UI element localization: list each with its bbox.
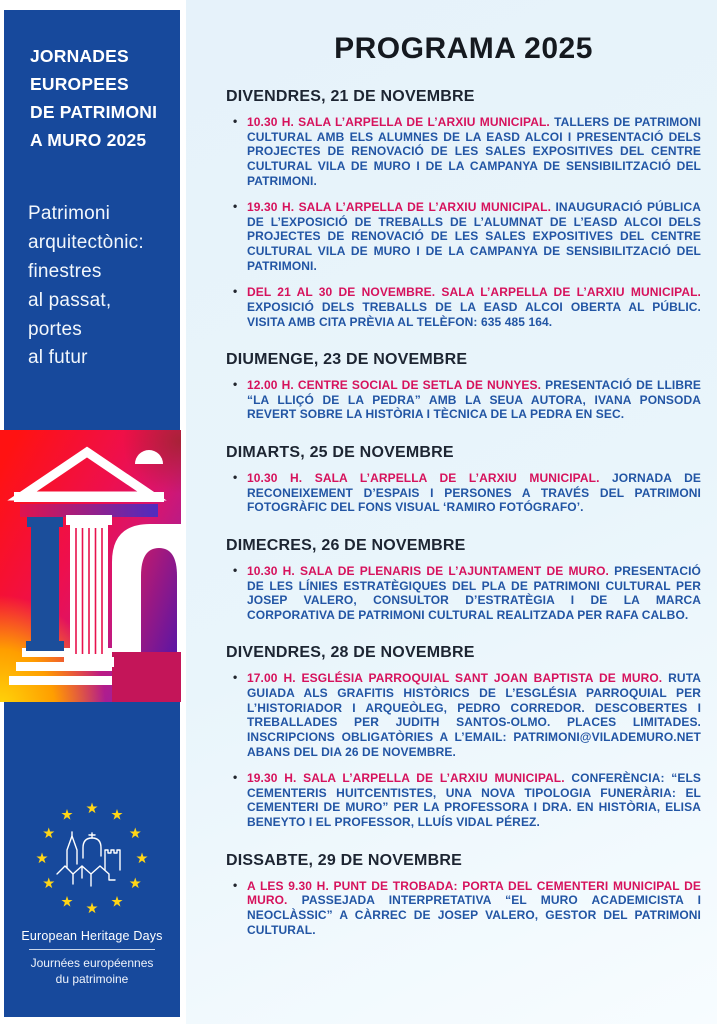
logo-divider bbox=[29, 949, 155, 950]
day-header: DIVENDRES, 28 DE NOVEMBRE bbox=[226, 644, 475, 662]
bullet-icon: • bbox=[233, 114, 238, 128]
bullet-icon: • bbox=[233, 284, 238, 299]
event-item: • 10.30 H. SALA DE PLENARIS DE L’AJUNTAME… bbox=[226, 562, 701, 623]
eu-star-icon: ★ bbox=[60, 894, 74, 911]
pediment-shape bbox=[7, 446, 167, 501]
step-bottom bbox=[9, 676, 112, 685]
eu-star-icon: ★ bbox=[110, 894, 124, 911]
eu-star-icon: ★ bbox=[42, 876, 56, 892]
event-description: PRESENTACIÓ DE LES LÍNIES ESTRATÈGIQUES … bbox=[247, 563, 701, 622]
eu-star-icon: ★ bbox=[128, 826, 142, 842]
bullet-icon: • bbox=[233, 877, 238, 892]
bullet-icon: • bbox=[233, 670, 238, 685]
day-header: DISSABTE, 29 DE NOVEMBRE bbox=[226, 851, 462, 869]
eu-star-icon: ★ bbox=[85, 801, 99, 817]
sidebar-subtitle: Patrimoni arquitectònic: finestres al pa… bbox=[28, 203, 144, 369]
bullet-icon: • bbox=[233, 770, 238, 785]
event-time-place: 19.30 H. SALA L’ARPELLA DE L’ARXIU MUNIC… bbox=[247, 200, 552, 215]
day-header: DIUMENGE, 23 DE NOVEMBRE bbox=[226, 351, 468, 369]
eu-star-ring: ★ ★ ★ ★ ★ ★ ★ ★ ★ ★ ★ ★ bbox=[30, 797, 154, 921]
event-item: • 10.30 H. SALA L’ARPELLA DE L’ARXIU MUNI… bbox=[226, 470, 701, 515]
eu-star-icon: ★ bbox=[85, 901, 99, 917]
event-time-place: 17.00 H. ESGLÉSIA PARROQUIAL SANT JOAN B… bbox=[247, 671, 663, 686]
pediment-base bbox=[14, 492, 164, 502]
sun-semicircle bbox=[135, 450, 163, 464]
event-item: • 19.30 H. SALA L’ARPELLA DE L’ARXIU MUNI… bbox=[226, 770, 701, 830]
heritage-skyline-icon bbox=[56, 831, 121, 887]
event-item: • 12.00 H. CENTRE SOCIAL DE SETLA DE NUNY… bbox=[226, 377, 701, 422]
column-blue bbox=[26, 517, 64, 651]
arch-opening bbox=[141, 548, 177, 652]
event-description: CONFERÈNCIA: “ELS CEMENTERIS HUITCENTIST… bbox=[247, 771, 701, 829]
event-time-place: 10.30 H. SALA L’ARPELLA DE L’ARXIU MUNIC… bbox=[247, 471, 600, 485]
event-item: • 10.30 H. SALA L’ARPELLA DE L’ARXIU MUNI… bbox=[226, 114, 701, 188]
event-description: RUTA GUIADA ALS GRAFITIS HISTÒRICS DE L’… bbox=[247, 671, 701, 759]
event-item: • 19.30 H. SALA L’ARPELLA DE L’ARXIU MUNI… bbox=[226, 199, 702, 273]
day-header: DIMARTS, 25 DE NOVEMBRE bbox=[226, 444, 454, 461]
logo-subtitle-line1: Journées européennes bbox=[30, 956, 154, 970]
bullet-icon: • bbox=[233, 199, 238, 214]
day-header: DIMECRES, 26 DE NOVEMBRE bbox=[226, 536, 466, 554]
event-item: • 17.00 H. ESGLÉSIA PARROQUIAL SANT JOAN … bbox=[226, 670, 701, 759]
event-description: TALLERS DE PATRIMONI CULTURAL AMB ELS AL… bbox=[247, 115, 701, 188]
page-title: PROGRAMA 2025 bbox=[334, 32, 593, 65]
temple-illustration bbox=[0, 430, 181, 702]
eu-star-icon: ★ bbox=[60, 807, 74, 824]
logo-subtitle-line2: du patrimoine bbox=[55, 972, 129, 987]
event-time-place: A LES 9.30 H. PUNT DE TROBADA: PORTA DEL… bbox=[247, 878, 701, 908]
event-item: • DEL 21 AL 30 DE NOVEMBRE. SALA L’ARPELL… bbox=[226, 284, 701, 329]
step-top bbox=[22, 648, 112, 657]
sidebar-title: JORNADES EUROPEES DE PATRIMONI A MURO 20… bbox=[30, 46, 158, 150]
crimson-block bbox=[112, 652, 181, 702]
bullet-icon: • bbox=[233, 470, 238, 484]
event-time-place: DEL 21 AL 30 DE NOVEMBRE. SALA L’ARPELLA… bbox=[247, 285, 701, 300]
day-header: DIVENDRES, 21 DE NOVEMBRE bbox=[226, 88, 475, 105]
temple-shapes bbox=[7, 446, 181, 702]
eu-star-icon: ★ bbox=[135, 851, 149, 867]
european-heritage-days-logo: ★ ★ ★ ★ ★ ★ ★ ★ ★ ★ ★ ★ bbox=[4, 797, 180, 987]
architrave-bar bbox=[20, 504, 158, 517]
event-description: PASSEJADA INTERPRETATIVA “EL MURO ACADEM… bbox=[247, 893, 701, 937]
eu-star-icon: ★ bbox=[110, 807, 124, 824]
eu-star-icon: ★ bbox=[128, 876, 142, 892]
event-item: • A LES 9.30 H. PUNT DE TROBADA: PORTA DE… bbox=[226, 877, 701, 938]
bullet-icon: • bbox=[233, 562, 238, 577]
event-time-place: 10.30 H. SALA L’ARPELLA DE L’ARXIU MUNIC… bbox=[247, 115, 550, 129]
event-description: EXPOSICIÓ DELS TREBALLS DE LA EASD ALCOI… bbox=[247, 299, 701, 329]
event-time-place: 12.00 H. CENTRE SOCIAL DE SETLA DE NUNYE… bbox=[247, 378, 542, 393]
eu-star-icon: ★ bbox=[35, 851, 49, 867]
event-time-place: 10.30 H. SALA DE PLENARIS DE L’AJUNTAMEN… bbox=[247, 563, 609, 578]
bullet-icon: • bbox=[233, 377, 238, 392]
event-description: JORNADA DE RECONEIXEMENT D’ESPAIS I PERS… bbox=[247, 471, 701, 515]
event-time-place: 19.30 H. SALA L’ARPELLA DE L’ARXIU MUNIC… bbox=[247, 771, 565, 786]
column-white bbox=[64, 515, 114, 667]
logo-title: European Heritage Days bbox=[21, 929, 163, 943]
eu-star-icon: ★ bbox=[42, 826, 56, 842]
program-panel: PROGRAMA 2025 DIVENDRES, 21 DE NOVEMBRE … bbox=[186, 0, 717, 1024]
event-description: INAUGURACIÓ PÚBLICA DE L’EXPOSICIÓ DE TR… bbox=[247, 200, 702, 273]
event-description: PRESENTACIÓ DE LLIBRE “LA LLIÇÓ DE LA PE… bbox=[247, 378, 701, 422]
